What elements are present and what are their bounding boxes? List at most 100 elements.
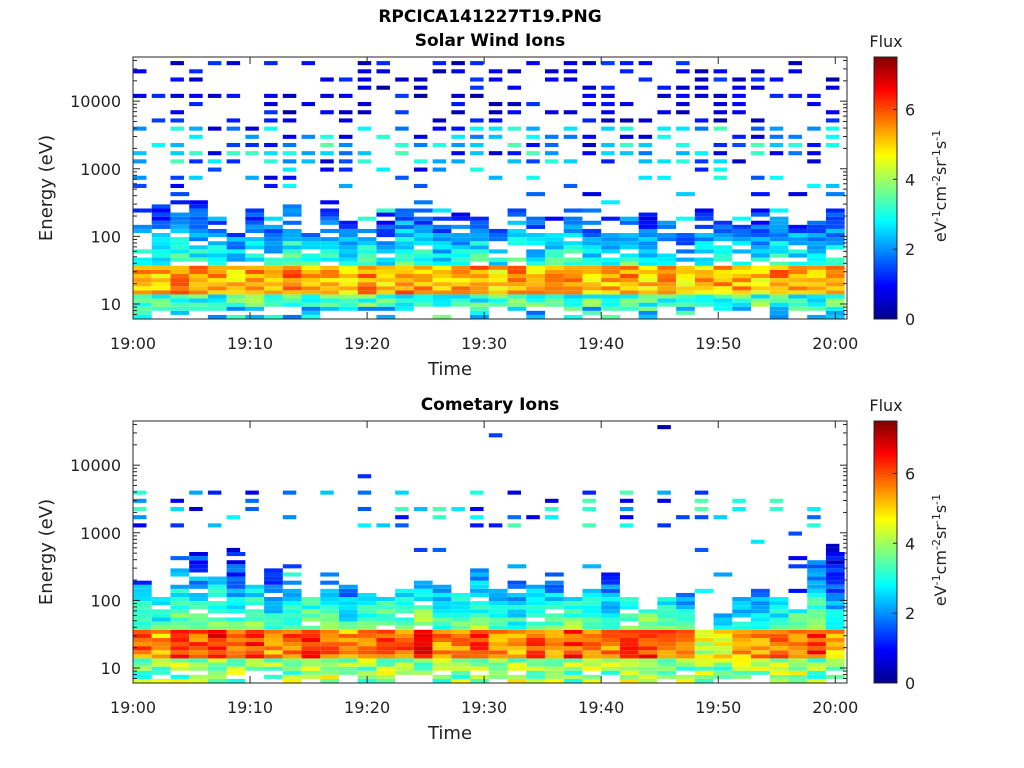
heatmap-cell	[357, 629, 377, 634]
heatmap-cell	[488, 273, 508, 279]
heatmap-cell	[301, 273, 321, 279]
heatmap-cell	[751, 249, 770, 254]
heatmap-cell	[563, 646, 583, 651]
heatmap-cell	[189, 212, 208, 217]
heatmap-cell	[657, 425, 671, 430]
heatmap-cell	[301, 302, 321, 307]
heatmap-cell	[563, 290, 583, 295]
heatmap-cell	[282, 637, 302, 643]
heatmap-cell	[713, 175, 728, 180]
heatmap-cell	[432, 278, 452, 283]
heatmap-cell	[226, 151, 241, 156]
heatmap-cell	[638, 257, 658, 262]
heatmap-cell	[807, 625, 826, 630]
heatmap-cell	[638, 159, 653, 164]
heatmap-cell	[825, 118, 840, 123]
heatmap-cell	[451, 506, 465, 512]
heatmap-cell	[413, 93, 428, 98]
heatmap-cell	[226, 241, 246, 246]
heatmap-cell	[395, 629, 414, 634]
heatmap-cell	[769, 134, 784, 139]
heatmap-cell	[732, 621, 752, 626]
heatmap-cell	[545, 290, 564, 295]
heatmap-cell	[413, 142, 428, 148]
heatmap-cell	[395, 282, 414, 287]
heatmap-cell	[470, 253, 489, 258]
heatmap-cell	[807, 224, 826, 229]
heatmap-cell	[451, 61, 465, 66]
heatmap-cell	[751, 69, 765, 74]
heatmap-cell	[470, 134, 484, 139]
heatmap-cell	[807, 515, 821, 520]
heatmap-cell	[732, 609, 752, 614]
heatmap-cell	[676, 310, 695, 315]
heatmap-cell	[582, 506, 596, 512]
heatmap-cell	[769, 633, 789, 638]
heatmap-cell	[526, 584, 546, 589]
heatmap-cell	[395, 646, 414, 651]
heatmap-cell	[451, 294, 471, 299]
heatmap-cell	[432, 547, 447, 552]
heatmap-cell	[339, 666, 358, 671]
heatmap-cell	[713, 228, 733, 234]
heatmap-cell	[170, 265, 190, 270]
heatmap-cell	[825, 233, 845, 238]
heatmap-cell	[825, 142, 840, 148]
heatmap-cell	[488, 658, 508, 663]
heatmap-cell	[807, 269, 826, 274]
heatmap-cell	[788, 302, 808, 307]
heatmap-cell	[526, 253, 546, 258]
heatmap-cell	[507, 642, 527, 647]
heatmap-cell	[582, 249, 602, 254]
heatmap-cell	[395, 617, 414, 622]
heatmap-cell	[694, 650, 714, 655]
heatmap-cell	[657, 126, 671, 131]
heatmap-cell	[301, 269, 321, 274]
heatmap-cell	[413, 670, 433, 675]
heatmap-cell	[226, 560, 246, 565]
heatmap-cell	[432, 658, 452, 663]
heatmap-cell	[732, 633, 752, 638]
heatmap-cell	[432, 245, 452, 250]
heatmap-cell	[545, 580, 564, 585]
heatmap-cell	[638, 658, 658, 663]
heatmap-cell	[133, 523, 147, 528]
heatmap-cell	[825, 658, 845, 663]
heatmap-cell	[413, 294, 433, 299]
heatmap-cell	[395, 241, 414, 246]
heatmap-cell	[432, 637, 452, 643]
heatmap-cell	[395, 175, 409, 180]
heatmap-cell	[825, 77, 840, 82]
heatmap-cell	[676, 85, 690, 90]
heatmap-cell	[245, 298, 265, 303]
heatmap-cell	[451, 642, 471, 647]
heatmap-cell	[207, 674, 227, 679]
heatmap-cell	[432, 298, 452, 303]
heatmap-cell	[563, 654, 583, 659]
heatmap-cell	[432, 625, 452, 630]
heatmap-cell	[207, 261, 227, 266]
heatmap-cell	[713, 245, 733, 250]
heatmap-cell	[245, 642, 265, 647]
heatmap-cell	[301, 245, 321, 250]
heatmap-cell	[151, 666, 171, 671]
heatmap-cell	[545, 282, 564, 287]
heatmap-cell	[151, 646, 171, 651]
heatmap-cell	[413, 278, 433, 283]
heatmap-cell	[133, 306, 152, 311]
heatmap-cell	[751, 241, 770, 246]
heatmap-cell	[451, 592, 471, 598]
heatmap-cell	[413, 597, 433, 602]
heatmap-cell	[676, 269, 695, 274]
heatmap-cell	[282, 605, 302, 610]
heatmap-cell	[170, 625, 190, 630]
heatmap-cell	[582, 302, 602, 307]
heatmap-cell	[619, 269, 639, 274]
heatmap-cell	[170, 245, 190, 250]
heatmap-cell	[526, 286, 546, 291]
heatmap-cell	[601, 621, 620, 626]
heatmap-cell	[133, 584, 152, 589]
heatmap-cell	[545, 110, 559, 115]
heatmap-cell	[432, 674, 452, 679]
heatmap-cell	[207, 662, 227, 667]
